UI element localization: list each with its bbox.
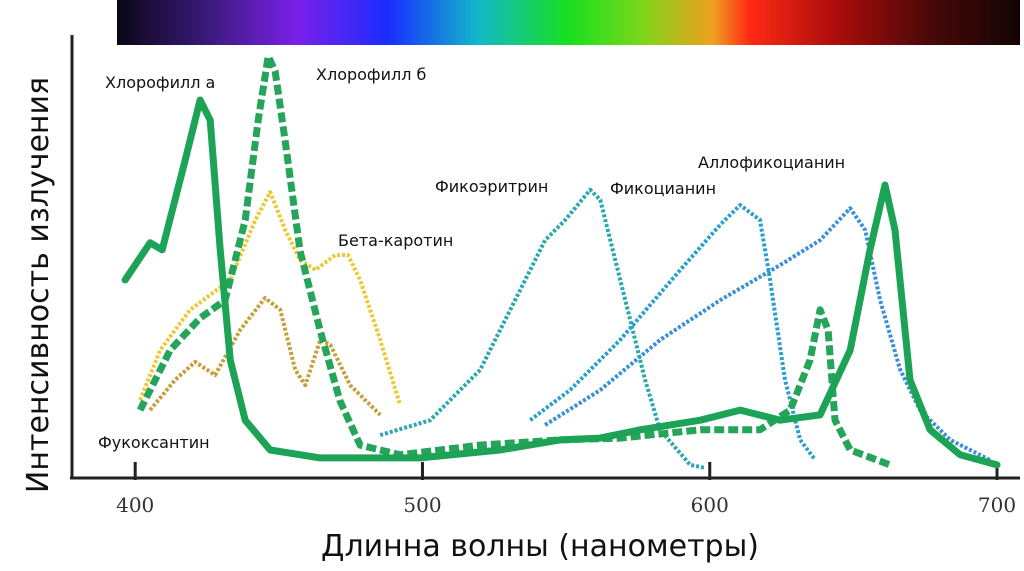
x-tick-label: 600 [691, 493, 729, 517]
x-axis-title: Длинна волны (нанометры) [321, 529, 759, 564]
series-label: Хлорофилл а [105, 73, 215, 92]
y-axis-title: Интенсивность излучения [21, 77, 56, 493]
series-label: Фикоэритрин [435, 177, 548, 196]
series-line [148, 296, 382, 417]
x-tick-label: 700 [978, 493, 1016, 517]
series-label: Хлорофилл б [316, 65, 426, 84]
series-line [121, 96, 1001, 469]
series-line [528, 203, 817, 462]
series-line [136, 52, 892, 469]
series-line [379, 187, 706, 470]
series-line [138, 190, 403, 406]
series-label: Аллофикоцианин [698, 153, 845, 172]
series-label: Фикоцианин [610, 179, 716, 198]
spectrum-bar [117, 0, 1020, 45]
x-tick-label: 500 [403, 493, 441, 517]
x-tick-label: 400 [116, 493, 154, 517]
series-label: Фукоксантин [98, 433, 210, 452]
series-label: Бета-каротин [338, 231, 453, 250]
